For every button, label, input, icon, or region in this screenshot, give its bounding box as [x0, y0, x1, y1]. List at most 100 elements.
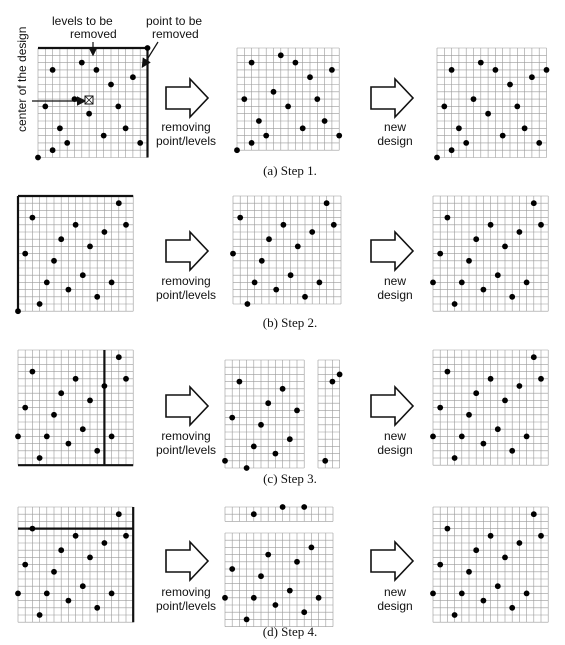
design-point	[492, 67, 499, 73]
design-point	[314, 96, 321, 102]
design-point	[523, 279, 530, 286]
design-point	[222, 594, 228, 601]
design-point	[280, 221, 287, 228]
design-point	[487, 375, 494, 382]
design-point	[94, 447, 101, 454]
design-point	[315, 594, 322, 601]
new-label-line1-step1: new	[384, 120, 406, 134]
design-point	[65, 597, 72, 604]
design-point	[87, 554, 93, 561]
design-point	[451, 301, 458, 307]
design-point	[273, 286, 280, 293]
design-point	[72, 375, 79, 382]
design-point	[101, 540, 108, 546]
design-point	[229, 414, 236, 421]
design-point	[265, 400, 272, 407]
design-point	[509, 293, 516, 300]
design-point	[93, 67, 100, 73]
design-point	[248, 59, 255, 66]
design-point	[516, 229, 523, 235]
design-point	[244, 301, 251, 307]
design-point	[321, 118, 328, 124]
remove-label-line1-step1: removing	[161, 120, 210, 134]
design-point	[51, 411, 57, 418]
design-point	[323, 200, 330, 207]
design-point	[266, 236, 272, 243]
design-point	[480, 286, 487, 293]
design-point	[101, 229, 108, 235]
design-point	[287, 272, 294, 279]
design-point	[329, 67, 335, 73]
design-point	[237, 214, 244, 221]
design-point	[272, 450, 279, 457]
design-point	[279, 504, 286, 510]
design-point	[494, 272, 501, 279]
design-point	[473, 547, 480, 554]
design-point	[509, 447, 516, 454]
design-point	[15, 590, 21, 597]
design-point	[79, 583, 86, 590]
design-point	[43, 590, 50, 597]
design-point	[65, 440, 72, 447]
design-point	[29, 525, 36, 532]
design-point	[494, 583, 501, 590]
caption-step-1: (a) Step 1.	[263, 163, 317, 178]
design-point	[230, 250, 236, 257]
remove-arrow-step3	[165, 384, 210, 428]
design-point	[458, 279, 465, 286]
design-point	[294, 243, 301, 250]
remove-label-line2-step4: point/levels	[156, 599, 216, 613]
new-label-line1-step3: new	[384, 429, 406, 443]
annotation-point-line2: removed	[152, 27, 199, 41]
caption-step-4: (d) Step 4.	[263, 624, 318, 639]
remove-arrow-step1	[165, 76, 210, 120]
remove-label-line2-step3: point/levels	[156, 443, 216, 457]
remove-label-line1-step2: removing	[161, 274, 210, 288]
design-point	[248, 140, 255, 146]
design-point	[523, 590, 530, 597]
design-point	[309, 229, 316, 235]
design-point	[258, 421, 264, 428]
design-point	[456, 125, 462, 132]
design-point	[434, 154, 440, 161]
design-point	[263, 132, 270, 139]
design-point	[437, 250, 444, 257]
design-point	[57, 125, 63, 132]
design-point	[507, 81, 513, 88]
design-point	[286, 436, 293, 443]
design-point	[430, 433, 436, 440]
design-point	[79, 426, 86, 433]
design-point	[29, 214, 36, 221]
design-point	[444, 525, 451, 532]
design-point	[451, 612, 458, 618]
design-point	[502, 243, 508, 250]
design-point	[473, 236, 480, 243]
design-point	[86, 110, 92, 117]
caption-step-3: (c) Step 3.	[263, 471, 317, 486]
design-point	[15, 433, 21, 440]
design-point	[256, 118, 262, 124]
design-point	[430, 590, 436, 597]
design-point	[441, 103, 448, 110]
design-point	[35, 154, 41, 161]
grid-step1-new	[434, 47, 550, 161]
grid-step4-original	[15, 506, 135, 623]
design-point	[470, 96, 477, 102]
design-point	[250, 511, 257, 518]
design-point	[36, 301, 43, 307]
design-point	[123, 532, 129, 539]
design-point	[502, 397, 508, 404]
design-point	[307, 74, 313, 81]
design-point	[234, 147, 240, 154]
design-point	[137, 140, 144, 146]
design-point	[115, 511, 122, 518]
design-point	[509, 604, 516, 611]
design-point	[494, 426, 501, 433]
design-point	[108, 590, 115, 597]
design-point	[286, 587, 293, 594]
design-point	[444, 214, 451, 221]
design-point	[294, 407, 300, 414]
remove-arrow-step2	[165, 229, 210, 273]
design-point	[302, 293, 308, 300]
